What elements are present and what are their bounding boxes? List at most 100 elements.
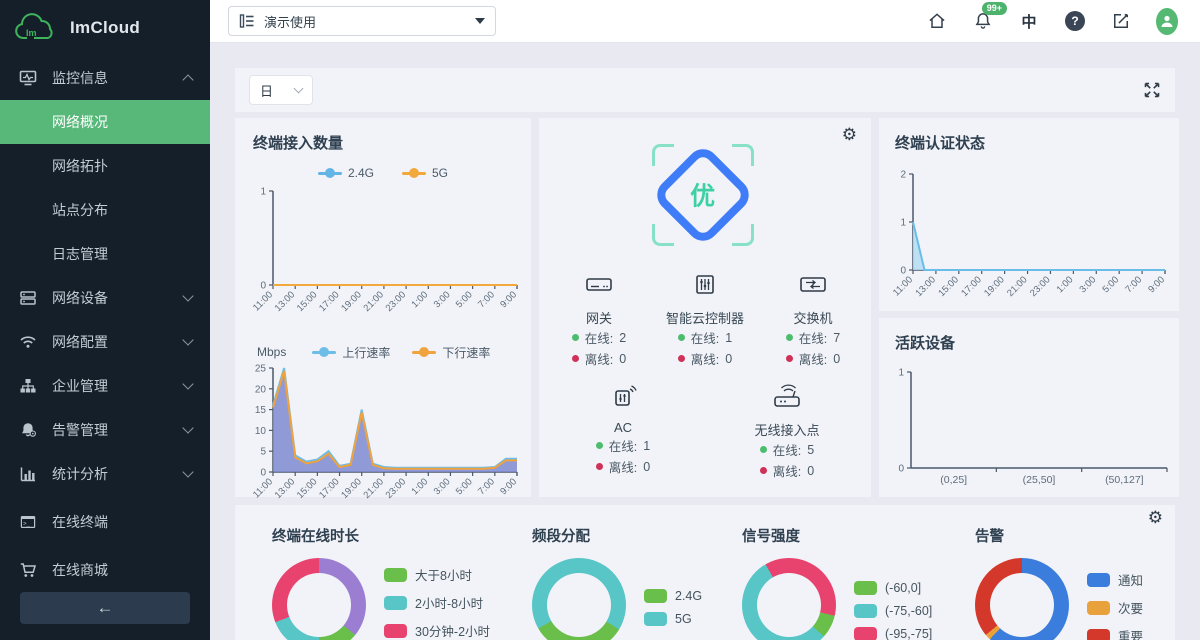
svg-text:7:00: 7:00	[476, 289, 497, 310]
sidebar-group-statistics[interactable]: 统计分析	[0, 452, 210, 496]
svg-text:(0,25]: (0,25]	[940, 474, 967, 486]
svg-text:13:00: 13:00	[913, 274, 938, 299]
sidebar-item-online-terminal[interactable]: >_ 在线终端	[0, 500, 210, 544]
cloud-logo-icon: Im	[15, 13, 53, 39]
sidebar-group-network-config[interactable]: 网络配置	[0, 320, 210, 364]
legend-item[interactable]: 通知	[1087, 570, 1143, 589]
switch-icon	[800, 277, 826, 292]
legend-item-24g[interactable]: 2.4G	[317, 166, 374, 180]
ac-icon	[615, 385, 637, 406]
monitor-chart-icon	[18, 68, 38, 88]
frame-corner	[732, 144, 754, 166]
sidebar-group-alarm-management[interactable]: 告警管理	[0, 408, 210, 452]
svg-text:1:00: 1:00	[1055, 274, 1076, 295]
settings-gear-icon[interactable]: ⚙	[841, 125, 857, 144]
user-avatar[interactable]	[1156, 7, 1178, 35]
online-dot	[595, 442, 603, 449]
svg-text:2: 2	[900, 170, 906, 181]
sidebar-item-network-topology[interactable]: 网络拓扑	[52, 158, 108, 174]
svg-text:11:00: 11:00	[251, 289, 275, 313]
language-toggle[interactable]: 中	[1021, 13, 1037, 31]
device-online-status: 在线: 5	[727, 439, 847, 460]
caret-down-icon	[475, 18, 485, 24]
sidebar-group-enterprise[interactable]: 企业管理	[0, 364, 210, 408]
home-button[interactable]	[926, 10, 948, 32]
notifications-button[interactable]: 99+	[972, 2, 1007, 32]
distribution-panel: ⚙ 终端在线时长 大于8小时 2小时-8小时 30分钟-2小时 频段分配 2.4…	[235, 505, 1175, 640]
top-bar: 演示使用 99+ 中 ?	[210, 0, 1200, 43]
device-name: 交换机	[793, 311, 833, 326]
org-selector-dropdown[interactable]: 演示使用	[228, 6, 496, 36]
chevron-down-icon	[182, 378, 194, 390]
device-online-status: 在线: 1	[563, 435, 683, 456]
top-bar-actions: 99+ 中 ?	[926, 2, 1178, 35]
svg-text:21:00: 21:00	[361, 289, 386, 314]
legend-item[interactable]: 2.4G	[644, 589, 702, 603]
gateway-icon	[586, 278, 612, 291]
terminal-access-panel: 终端接入数量 2.4G 5G 0 1 11:00 13:00 15:00 17:00 19:…	[235, 118, 531, 501]
legend-item[interactable]: 30分钟-2小时	[384, 621, 490, 640]
device-card-ac: AC 在线: 1 离线: 0	[563, 383, 683, 477]
settings-gear-icon[interactable]: ⚙	[1147, 508, 1163, 527]
sidebar-collapse-button[interactable]: ←	[20, 592, 190, 624]
legend-item[interactable]: (-95,-75]	[854, 627, 932, 640]
panel-title: 终端在线时长	[272, 529, 359, 545]
svg-text:19:00: 19:00	[339, 476, 364, 501]
legend-item[interactable]: 重要	[1087, 626, 1143, 640]
panel-title: 信号强度	[742, 529, 800, 545]
fullscreen-button[interactable]	[1143, 81, 1161, 99]
shopping-cart-icon	[18, 560, 38, 580]
device-name: AC	[613, 420, 633, 435]
chevron-down-icon	[182, 290, 194, 302]
sidebar-item-site-distribution[interactable]: 站点分布	[52, 202, 108, 218]
online-dot	[785, 334, 793, 341]
donut-hole	[757, 573, 821, 637]
legend-marker	[312, 347, 337, 357]
legend-item[interactable]: (-75,-60]	[854, 604, 932, 618]
legend-item[interactable]: 5G	[644, 612, 702, 626]
legend-item-uplink[interactable]: 上行速率	[312, 344, 390, 361]
speed-chart-legend: Mbps 上行速率 下行速率	[241, 344, 525, 360]
sidebar-item-online-mall[interactable]: 在线商城	[0, 548, 210, 584]
panel-title: 终端认证状态	[895, 135, 986, 152]
legend-item[interactable]: 大于8小时	[384, 565, 490, 584]
offline-dot	[677, 355, 685, 362]
sidebar-item-log-management[interactable]: 日志管理	[52, 246, 108, 262]
health-grade-frame: 优	[650, 142, 756, 248]
help-button[interactable]: ?	[1064, 10, 1086, 32]
svg-text:5:00: 5:00	[454, 476, 475, 497]
app-logo: Im ImCloud	[0, 0, 210, 56]
legend-item-downlink[interactable]: 下行速率	[412, 344, 490, 361]
sidebar-item-network-overview[interactable]: 网络概况	[0, 100, 210, 144]
svg-text:15:00: 15:00	[295, 289, 320, 314]
legend-marker	[412, 347, 437, 357]
legend-item[interactable]: 2小时-8小时	[384, 593, 490, 612]
panel-title: 活跃设备	[895, 335, 956, 352]
chevron-down-icon	[182, 422, 194, 434]
svg-text:1: 1	[898, 368, 904, 379]
legend-item-5g[interactable]: 5G	[402, 166, 448, 180]
feedback-button[interactable]	[1110, 10, 1132, 32]
svg-text:>_: >_	[23, 522, 31, 528]
offline-dot	[785, 355, 793, 362]
sidebar-group-label: 监控信息	[52, 70, 108, 86]
active-devices-chart: 0 1 (0,25] (25,50] (50,127]	[898, 368, 1168, 486]
svg-text:7:00: 7:00	[476, 476, 497, 497]
legend-item[interactable]: 次要	[1087, 598, 1143, 617]
legend-item[interactable]: (-60,0]	[854, 581, 932, 595]
svg-text:1: 1	[260, 187, 266, 198]
online-dot	[571, 334, 579, 341]
sidebar-group-monitoring[interactable]: 监控信息	[0, 56, 210, 100]
donut-legend: 2.4G 5G	[644, 589, 702, 626]
svg-text:0: 0	[900, 266, 906, 277]
signal-strength-donut	[742, 558, 836, 640]
sidebar-item-label: 在线终端	[52, 514, 108, 530]
svg-text:21:00: 21:00	[361, 476, 386, 501]
arrow-left-icon: ←	[96, 598, 114, 617]
active-devices-panel: 活跃设备 0 1 (0,25] (25,50] (50,127]	[879, 318, 1179, 497]
period-select[interactable]: 日	[249, 75, 313, 105]
offline-dot	[759, 467, 767, 474]
sidebar-group-network-devices[interactable]: 网络设备	[0, 276, 210, 320]
legend-marker	[317, 168, 342, 178]
sidebar-item-label: 在线商城	[52, 562, 108, 578]
